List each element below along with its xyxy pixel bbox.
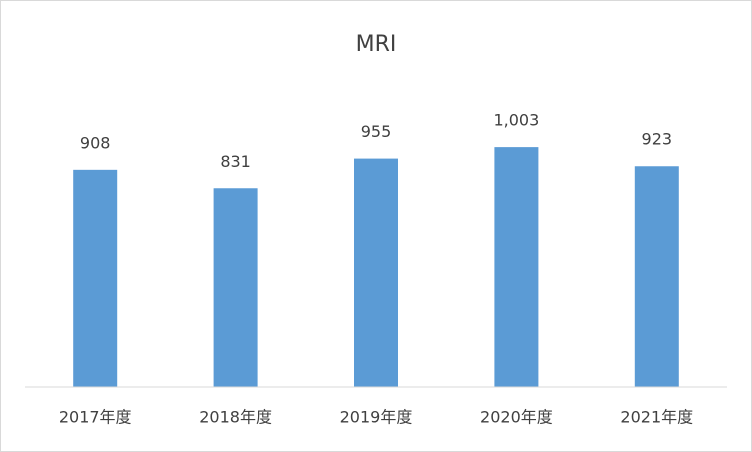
bar: [213, 188, 258, 387]
data-label: 923: [642, 130, 673, 149]
x-tick-label: 2018年度: [199, 408, 272, 427]
bar: [73, 169, 118, 387]
x-tick-label: 2017年度: [59, 408, 132, 427]
data-label: 831: [220, 152, 251, 171]
x-tick-label: 2020年度: [480, 408, 553, 427]
bar: [494, 147, 539, 387]
x-tick-label: 2019年度: [340, 408, 413, 427]
data-label: 908: [80, 133, 111, 152]
bar: [354, 158, 398, 387]
x-tick-label: 2021年度: [620, 408, 693, 427]
bar: [634, 166, 679, 387]
data-label: 1,003: [493, 111, 539, 130]
data-label: 955: [361, 122, 392, 141]
chart-title: MRI: [356, 32, 397, 57]
